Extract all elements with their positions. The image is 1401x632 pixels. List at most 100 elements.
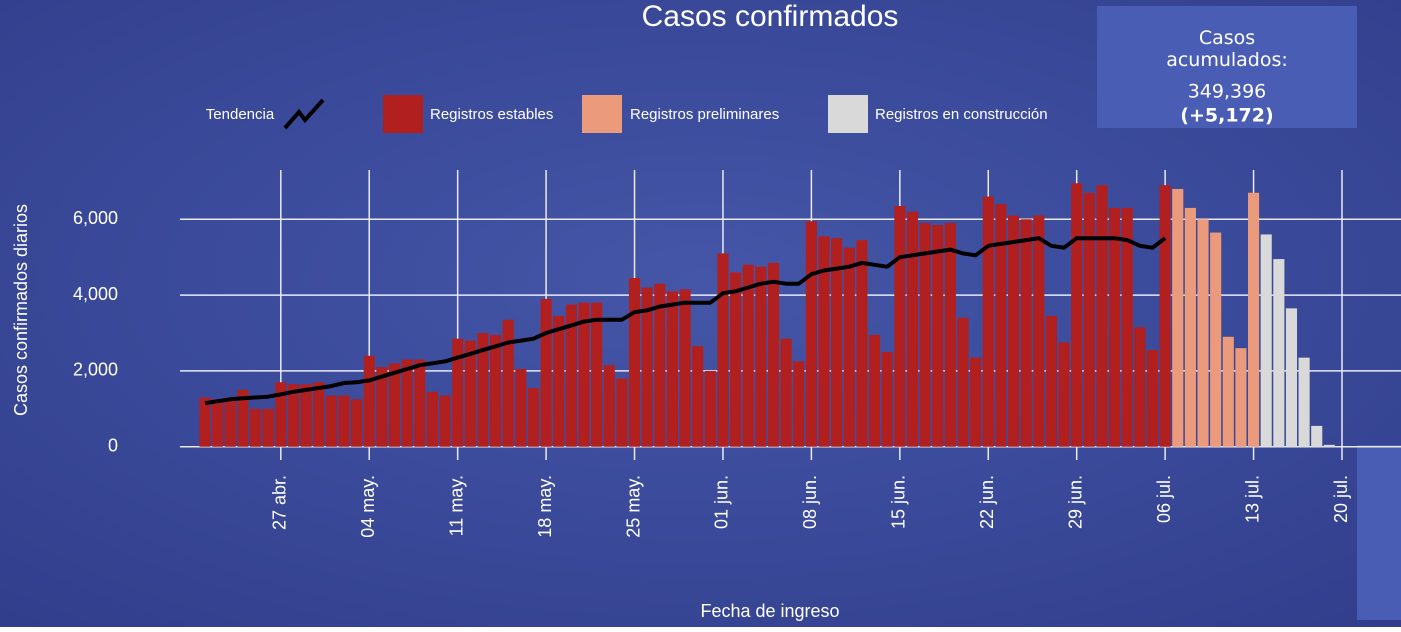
bar <box>541 299 552 447</box>
bar <box>414 360 425 447</box>
bar <box>503 320 514 447</box>
bar <box>1059 342 1070 446</box>
y-tick-label: 0 <box>108 435 118 455</box>
bar <box>528 388 539 447</box>
bar <box>1021 219 1032 446</box>
bar <box>957 318 968 447</box>
bar <box>945 223 956 447</box>
bar <box>1210 233 1221 447</box>
bar <box>313 382 324 446</box>
x-tick-label: 20 jul. <box>1331 475 1351 523</box>
bar <box>1147 350 1158 447</box>
bar <box>1172 189 1183 447</box>
y-tick-label: 6,000 <box>73 208 118 228</box>
chart-title: Casos confirmados <box>642 0 899 33</box>
bar <box>717 253 728 446</box>
bar <box>970 358 981 447</box>
bar <box>199 397 210 446</box>
bar <box>225 397 236 446</box>
x-tick-label: 25 may. <box>623 475 643 538</box>
bar <box>1084 193 1095 447</box>
bar <box>1311 426 1322 447</box>
bar <box>983 197 994 447</box>
x-axis-label: Fecha de ingreso <box>700 601 839 621</box>
legend-label: Registros preliminares <box>630 106 779 123</box>
bar <box>692 346 703 446</box>
bar <box>995 204 1006 447</box>
legend-label: Registros estables <box>430 106 553 123</box>
bar <box>402 360 413 447</box>
bar <box>1286 308 1297 446</box>
bar <box>351 399 362 446</box>
bar <box>1046 316 1057 447</box>
legend-label: Tendencia <box>206 106 275 123</box>
x-tick-label: 01 jun. <box>712 475 732 529</box>
x-tick-label: 22 jun. <box>977 475 997 529</box>
bar <box>869 335 880 447</box>
bar <box>932 225 943 447</box>
bar <box>907 212 918 447</box>
bar <box>439 396 450 447</box>
bar <box>427 392 438 447</box>
bar <box>1299 358 1310 447</box>
bar <box>768 263 779 447</box>
bar <box>882 352 893 447</box>
bar <box>604 365 615 447</box>
bar <box>806 221 817 447</box>
x-tick-label: 29 jun. <box>1065 475 1085 529</box>
bar <box>1324 445 1335 447</box>
bar <box>212 399 223 446</box>
bar <box>1197 219 1208 446</box>
bar <box>705 371 716 447</box>
bar <box>1008 215 1019 446</box>
bar <box>1096 185 1107 447</box>
bar <box>894 206 905 447</box>
bar <box>1160 185 1171 447</box>
y-tick-label: 4,000 <box>73 284 118 304</box>
bar <box>1273 259 1284 447</box>
y-axis-label: Casos confirmados diarios <box>11 204 31 416</box>
bar <box>793 361 804 446</box>
bar <box>490 335 501 447</box>
bar <box>629 278 640 447</box>
bar <box>1248 193 1259 447</box>
bar <box>667 291 678 446</box>
legend-key <box>828 95 868 133</box>
x-tick-label: 06 jul. <box>1154 475 1174 523</box>
bar <box>920 223 931 447</box>
x-tick-label: 18 may. <box>535 475 555 538</box>
x-tick-label: 13 jul. <box>1242 475 1262 523</box>
bar <box>1223 337 1234 447</box>
bar <box>1109 208 1120 447</box>
x-tick-label: 11 may. <box>446 475 466 536</box>
bar <box>755 267 766 447</box>
bar <box>364 356 375 447</box>
legend-key <box>582 95 622 133</box>
legend-key <box>383 95 423 133</box>
bar <box>1261 234 1272 446</box>
x-tick-label: 08 jun. <box>800 475 820 529</box>
overlay-box <box>1357 445 1401 620</box>
bar <box>338 396 349 447</box>
bar <box>1235 348 1246 447</box>
bar <box>1071 183 1082 446</box>
bar <box>1185 208 1196 447</box>
bar <box>1134 327 1145 446</box>
bar <box>1033 215 1044 446</box>
bar <box>856 240 867 447</box>
bar <box>515 369 526 447</box>
y-tick-label: 2,000 <box>73 360 118 380</box>
bar <box>326 396 337 447</box>
bar <box>680 289 691 446</box>
legend-label: Registros en construcción <box>875 106 1048 123</box>
bar <box>743 265 754 447</box>
summary-change: (+5,172) <box>1180 105 1273 127</box>
bar <box>301 384 312 447</box>
bar <box>781 339 792 447</box>
bar <box>250 409 261 447</box>
x-tick-label: 04 may. <box>358 475 378 538</box>
bar <box>263 409 274 447</box>
bar <box>591 303 602 447</box>
chart: Casos confirmados Casosacumulados: 349,3… <box>0 0 1401 627</box>
